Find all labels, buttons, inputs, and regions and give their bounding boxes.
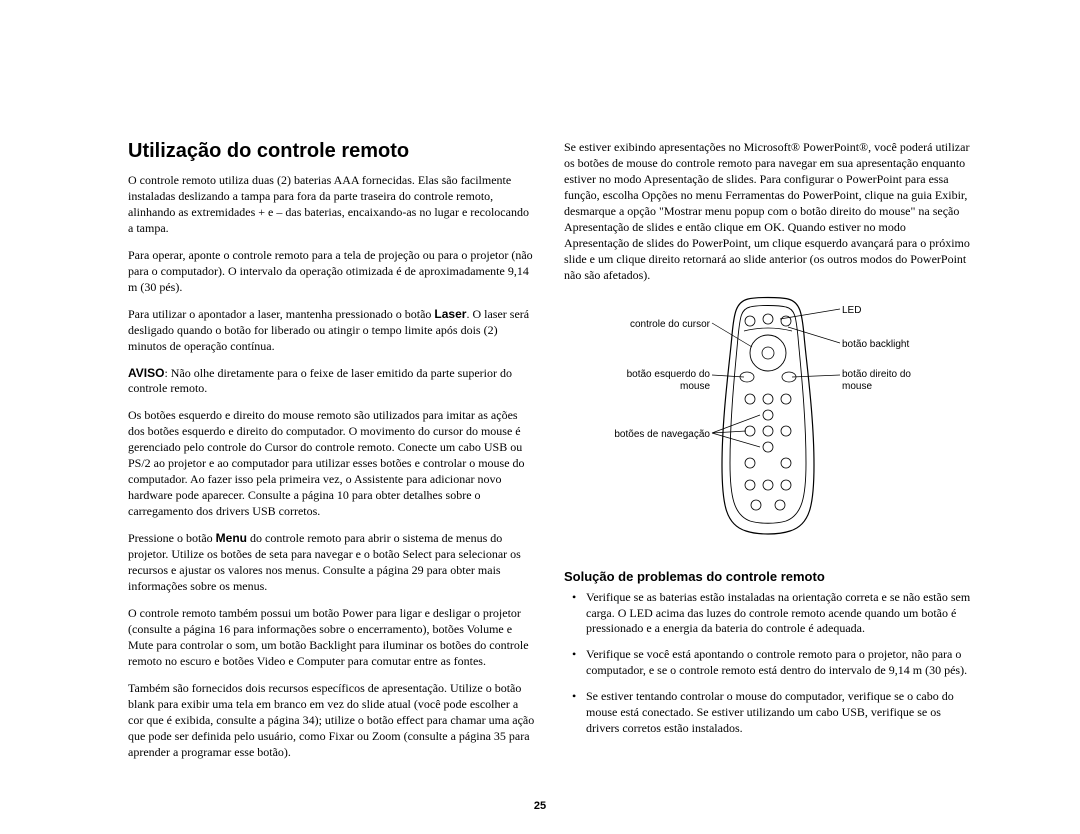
remote-svg <box>720 295 816 535</box>
para-presentation: Também são fornecidos dois recursos espe… <box>128 681 536 761</box>
callout-left-mouse: botão esquerdo do mouse <box>620 369 710 393</box>
list-item: Verifique se as baterias estão instalada… <box>586 590 972 638</box>
list-item: Verifique se você está apontando o contr… <box>586 647 972 679</box>
para-operation-range: Para operar, aponte o controle remoto pa… <box>128 248 536 296</box>
para-menu: Pressione o botão Menu do controle remot… <box>128 531 536 595</box>
right-column: Se estiver exibindo apresentações no Mic… <box>564 140 972 772</box>
list-item: Se estiver tentando controlar o mouse do… <box>586 689 972 737</box>
para-batteries: O controle remoto utiliza duas (2) bater… <box>128 173 536 237</box>
troubleshooting-heading: Solução de problemas do controle remoto <box>564 569 972 584</box>
laser-bold: Laser <box>434 307 466 321</box>
aviso-bold: AVISO <box>128 366 164 380</box>
para-powerpoint: Se estiver exibindo apresentações no Mic… <box>564 140 972 284</box>
left-column: Utilização do controle remoto O controle… <box>128 140 536 772</box>
para-laser: Para utilizar o apontador a laser, mante… <box>128 307 536 355</box>
para-mouse-buttons: Os botões esquerdo e direito do mouse re… <box>128 408 536 520</box>
para-aviso: AVISO: Não olhe diretamente para o feixe… <box>128 366 536 398</box>
callout-cursor: controle do cursor <box>630 319 710 331</box>
callout-right-mouse: botão direito do mouse <box>842 369 922 393</box>
text: Para utilizar o apontador a laser, mante… <box>128 307 434 321</box>
troubleshooting-list: Verifique se as baterias estão instalada… <box>564 590 972 738</box>
page-number: 25 <box>0 800 1080 812</box>
para-power-volume: O controle remoto também possui um botão… <box>128 606 536 670</box>
text: : Não olhe diretamente para o feixe de l… <box>128 366 512 396</box>
text: Pressione o botão <box>128 531 216 545</box>
callout-backlight: botão backlight <box>842 339 909 351</box>
page-title: Utilização do controle remoto <box>128 140 536 163</box>
callout-led: LED <box>842 305 861 317</box>
page-content: Utilização do controle remoto O controle… <box>0 0 1080 772</box>
menu-bold: Menu <box>216 531 247 545</box>
callout-nav: botões de navegação <box>614 429 710 441</box>
remote-figure: controle do cursor botão esquerdo do mou… <box>564 295 972 555</box>
